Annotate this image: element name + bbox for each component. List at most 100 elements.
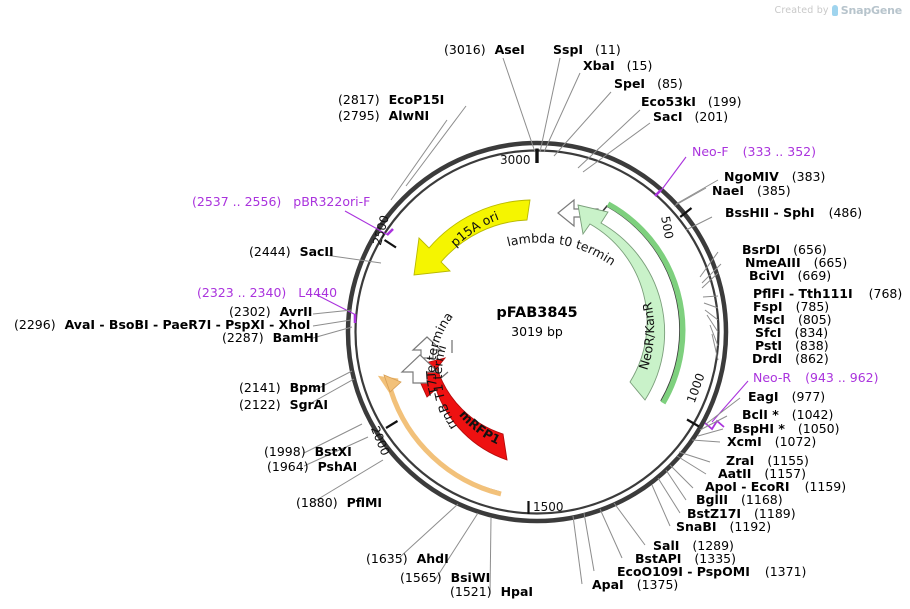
site-label-snabi[interactable]: SnaBI (1192) xyxy=(676,519,771,534)
site-label-xcmi[interactable]: XcmI (1072) xyxy=(727,434,816,449)
site-label-sali[interactable]: SalI (1289) xyxy=(653,538,734,553)
site-label-bglii[interactable]: BglII (1168) xyxy=(696,492,783,507)
site-label-pflfi-tth111i[interactable]: PflFI - Tth111I (768) xyxy=(753,286,902,301)
site-enzymes: DrdI xyxy=(752,351,783,366)
primer-label-neo-r[interactable]: Neo-R (943 .. 962) xyxy=(753,371,878,385)
site-label-ngomiv[interactable]: NgoMIV (383) xyxy=(724,169,825,184)
site-label-ecoo109i-pspomi[interactable]: EcoO109I - PspOMI (1371) xyxy=(617,564,807,579)
primer-label-neo-f[interactable]: Neo-F (333 .. 352) xyxy=(692,144,816,159)
site-label-pshai[interactable]: (1964) PshAI xyxy=(267,459,358,474)
site-enzymes: AvaI - BsoBI - PaeR7I - PspXI - XhoI xyxy=(64,317,311,332)
site-label-nmeaiii[interactable]: NmeAIII (665) xyxy=(745,255,848,270)
site-enzymes: SnaBI xyxy=(676,519,717,534)
site-pos: (1635) xyxy=(366,551,408,566)
primer-label-pbr322ori-f[interactable]: (2537 .. 2556) pBR322ori-F xyxy=(192,194,370,209)
site-label-drdi[interactable]: DrdI (862) xyxy=(752,351,829,366)
site-pos: (2296) xyxy=(14,317,56,332)
site-label-spei[interactable]: SpeI (85) xyxy=(614,76,683,91)
site-label-ahdi[interactable]: (1635) AhdI xyxy=(366,551,449,566)
plasmid-length: 3019 bp xyxy=(511,324,563,339)
site-pos: (2817) xyxy=(338,92,380,107)
site-enzymes: SalI xyxy=(653,538,680,553)
site-enzymes: SspI xyxy=(553,42,584,57)
site-label-avai-group[interactable]: (2296) AvaI - BsoBI - PaeR7I - PspXI - X… xyxy=(14,317,311,332)
site-enzymes: SgrAI xyxy=(289,397,329,412)
site-label-sfci[interactable]: SfcI (834) xyxy=(755,326,828,340)
site-label-naei[interactable]: NaeI (385) xyxy=(712,184,791,198)
site-label-apoi-ecori[interactable]: ApoI - EcoRI (1159) xyxy=(705,480,846,494)
site-label-avrii[interactable]: (2302) AvrII xyxy=(229,304,313,319)
site-label-sspi[interactable]: SspI (11) xyxy=(553,42,621,57)
site-pos: (2795) xyxy=(338,108,380,123)
site-label-asei[interactable]: (3016) AseI xyxy=(444,42,525,57)
site-enzymes: PshAI xyxy=(317,459,358,474)
site-label-bpmi[interactable]: (2141) BpmI xyxy=(239,381,326,395)
site-label-bcivi[interactable]: BciVI (669) xyxy=(749,268,832,283)
site-pos: (669) xyxy=(797,268,832,283)
primer-name: Neo-F xyxy=(692,144,729,159)
site-pos: (862) xyxy=(795,351,829,366)
site-enzymes: SacII xyxy=(299,244,334,259)
site-label-aatii[interactable]: AatII (1157) xyxy=(718,467,806,481)
site-pos: (1375) xyxy=(636,577,679,592)
site-label-bsphi[interactable]: BspHI * (1050) xyxy=(733,422,839,436)
site-enzymes: BclI * xyxy=(742,407,779,422)
site-enzymes: NgoMIV xyxy=(724,169,779,184)
site-label-sacii[interactable]: (2444) SacII xyxy=(249,244,334,259)
site-label-apai[interactable]: ApaI (1375) xyxy=(592,577,679,592)
site-label-hpai[interactable]: (1521) HpaI xyxy=(450,585,533,599)
site-label-bstapi[interactable]: BstAPI (1335) xyxy=(635,552,736,566)
site-enzymes: SpeI xyxy=(614,76,646,91)
site-label-eagi[interactable]: EagI (977) xyxy=(748,390,825,404)
site-pos: (1155) xyxy=(767,453,809,468)
site-label-bstz17i[interactable]: BstZ17I (1189) xyxy=(687,507,796,521)
ruler-label-1500: 1500 xyxy=(533,500,564,514)
site-enzymes: XcmI xyxy=(727,434,762,449)
site-label-xbai[interactable]: XbaI (15) xyxy=(583,59,652,73)
site-enzymes: EcoO109I - PspOMI xyxy=(617,564,750,579)
site-label-eco53ki[interactable]: Eco53kI (199) xyxy=(641,95,742,109)
primer-range: (2537 .. 2556) xyxy=(192,194,282,209)
site-label-alwni[interactable]: (2795) AlwNI xyxy=(338,108,429,123)
site-pos: (805) xyxy=(797,312,832,327)
site-label-pflmi[interactable]: (1880) PflMI xyxy=(296,496,382,510)
site-pos: (1565) xyxy=(400,570,442,585)
feature-promoter-arc xyxy=(377,374,502,497)
site-pos: (1371) xyxy=(764,564,807,579)
site-pos: (1964) xyxy=(267,459,309,474)
site-pos: (201) xyxy=(694,109,729,124)
site-label-sgrai[interactable]: (2122) SgrAI xyxy=(239,397,329,412)
site-label-bsiwi[interactable]: (1565) BsiWI xyxy=(400,570,490,585)
site-enzymes: AvrII xyxy=(279,304,313,319)
site-pos: (785) xyxy=(795,299,830,314)
site-enzymes: EcoP15I xyxy=(388,92,445,107)
site-label-ecop15i[interactable]: (2817) EcoP15I xyxy=(338,92,445,107)
leader-lines-bottom-left xyxy=(399,503,492,595)
site-pos: (85) xyxy=(657,76,683,91)
site-enzymes: AseI xyxy=(494,42,525,57)
primer-range: (333 .. 352) xyxy=(742,144,816,159)
site-label-zrai[interactable]: ZraI (1155) xyxy=(726,453,809,468)
leader-lines-left xyxy=(303,294,384,505)
site-enzymes: PflFI - Tth111I xyxy=(753,286,853,301)
primer-name: L4440 xyxy=(298,285,338,300)
site-enzymes: BamHI xyxy=(272,330,319,345)
site-enzymes: BstXI xyxy=(314,444,352,459)
site-label-bsshii-sphi[interactable]: BssHII - SphI (486) xyxy=(725,206,862,220)
site-pos: (1168) xyxy=(741,492,783,507)
site-pos: (665) xyxy=(813,255,848,270)
site-label-fspi[interactable]: FspI (785) xyxy=(753,299,830,314)
site-label-bcli[interactable]: BclI * (1042) xyxy=(742,407,834,422)
site-enzymes: SacI xyxy=(653,109,683,124)
site-label-saci[interactable]: SacI (201) xyxy=(653,109,729,124)
site-pos: (1998) xyxy=(264,444,306,459)
site-pos: (1042) xyxy=(791,407,834,422)
site-label-psti[interactable]: PstI (838) xyxy=(755,339,829,353)
site-label-bsrdi[interactable]: BsrDI (656) xyxy=(742,243,827,257)
primer-label-l4440[interactable]: (2323 .. 2340) L4440 xyxy=(197,285,338,300)
site-pos: (2122) xyxy=(239,397,281,412)
site-enzymes: ZraI xyxy=(726,453,755,468)
site-label-bamhi[interactable]: (2287) BamHI xyxy=(222,330,319,345)
site-label-msci[interactable]: MscI (805) xyxy=(753,312,832,327)
site-label-bstxi[interactable]: (1998) BstXI xyxy=(264,444,352,459)
